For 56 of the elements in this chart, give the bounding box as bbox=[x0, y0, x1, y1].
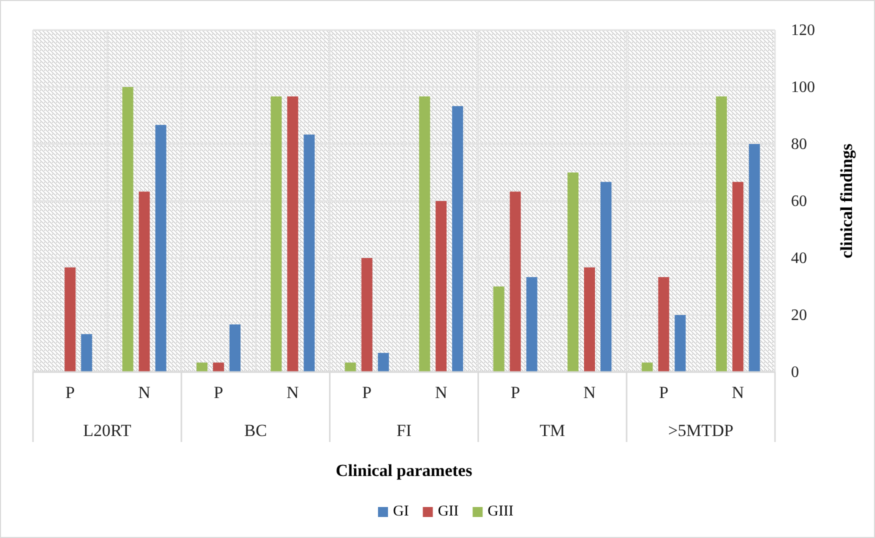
bar bbox=[344, 362, 356, 372]
y-axis-title: clinical findings bbox=[836, 143, 856, 258]
bar bbox=[378, 352, 389, 372]
bar bbox=[196, 362, 208, 372]
bar bbox=[270, 96, 282, 372]
text: >5MTDP bbox=[668, 421, 734, 440]
bar bbox=[732, 182, 744, 372]
bar bbox=[658, 277, 670, 372]
bar bbox=[213, 362, 224, 372]
text: BC bbox=[244, 421, 267, 440]
bar bbox=[155, 124, 166, 372]
y-tick-label: 100 bbox=[791, 79, 815, 96]
x-tick-label: N bbox=[732, 383, 744, 402]
y-tick-label: 60 bbox=[791, 193, 807, 210]
y-tick-label: 120 bbox=[791, 22, 815, 40]
x-axis-title: Clinical parametes bbox=[336, 461, 473, 480]
bar bbox=[510, 192, 521, 372]
bar bbox=[230, 324, 240, 372]
bar bbox=[304, 134, 315, 372]
text: FI bbox=[396, 421, 412, 440]
bar bbox=[452, 106, 464, 372]
y-tick-label: 40 bbox=[791, 250, 807, 268]
y-tick-label: 20 bbox=[791, 307, 807, 324]
x-tick-label: P bbox=[65, 383, 75, 402]
text: L20RT bbox=[83, 421, 132, 440]
bar bbox=[526, 277, 538, 372]
legend-label: GIII bbox=[488, 503, 514, 520]
bar bbox=[568, 172, 578, 372]
bar bbox=[600, 182, 612, 372]
x-tick-label: P bbox=[362, 383, 372, 402]
bar bbox=[81, 334, 92, 372]
bar bbox=[642, 362, 653, 372]
legend-label: GI bbox=[393, 503, 409, 520]
bar bbox=[64, 267, 76, 372]
x-tick-label: N bbox=[138, 383, 150, 402]
bar bbox=[716, 96, 727, 372]
bar bbox=[584, 267, 595, 372]
bar bbox=[138, 192, 150, 372]
x-tick-label: N bbox=[583, 383, 596, 402]
bar bbox=[419, 96, 430, 372]
text: TM bbox=[540, 421, 566, 440]
x-tick-label: N bbox=[286, 383, 299, 402]
bar bbox=[361, 258, 372, 372]
x-tick-label: N bbox=[434, 383, 448, 402]
bar bbox=[122, 87, 134, 372]
bar bbox=[748, 144, 760, 372]
y-tick-label: 80 bbox=[791, 136, 807, 154]
x-tick-label: P bbox=[510, 383, 520, 402]
x-tick-label: P bbox=[214, 383, 224, 402]
legend-label: GII bbox=[438, 503, 459, 520]
bar bbox=[436, 201, 447, 372]
bar bbox=[674, 315, 686, 372]
x-tick-label: P bbox=[658, 383, 668, 402]
y-tick-label: 0 bbox=[791, 364, 799, 382]
bar bbox=[493, 286, 504, 372]
bar bbox=[287, 96, 298, 372]
